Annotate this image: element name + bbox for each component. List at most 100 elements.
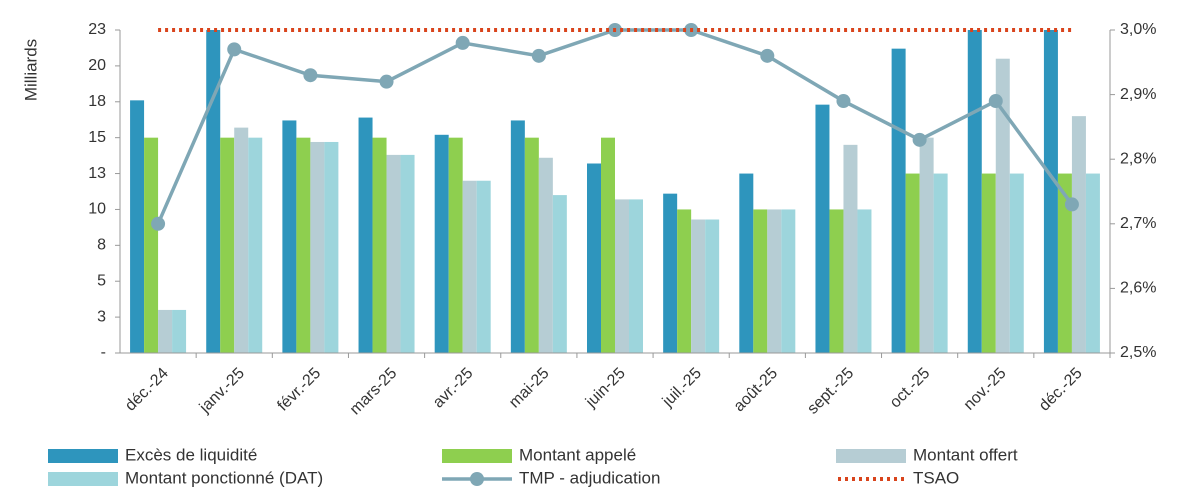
- bar: [144, 137, 159, 353]
- y2-tick-label: 3,0%: [1120, 21, 1156, 38]
- tmp-marker: [760, 48, 775, 63]
- bar: [372, 137, 387, 353]
- bar: [781, 209, 796, 353]
- bar: [248, 137, 263, 353]
- bar: [891, 48, 906, 353]
- y-tick-label: 18: [88, 93, 106, 110]
- legend-label: Montant offert: [913, 445, 1018, 464]
- x-tick-label: août-25: [731, 365, 781, 415]
- tmp-marker: [455, 35, 470, 50]
- y-tick-label: 5: [97, 272, 106, 289]
- tmp-marker: [303, 68, 318, 83]
- bar: [587, 163, 601, 353]
- bar: [1085, 173, 1100, 353]
- bar: [1043, 30, 1058, 353]
- bar: [358, 117, 373, 353]
- x-tick-label: déc.-25: [1036, 365, 1086, 415]
- bar: [753, 209, 768, 353]
- bar: [981, 173, 996, 353]
- bar: [857, 209, 872, 353]
- y2-tick-label: 2,5%: [1120, 344, 1156, 361]
- plot-area: [130, 30, 1100, 353]
- x-tick-label: mars-25: [347, 365, 401, 419]
- y-axis-label: Milliards: [21, 39, 40, 101]
- bar: [386, 154, 401, 353]
- y-tick-label: 23: [88, 21, 106, 38]
- tmp-marker: [912, 132, 927, 147]
- bar: [905, 173, 920, 353]
- bar: [400, 154, 415, 353]
- bar: [933, 173, 948, 353]
- y2-tick-label: 2,8%: [1120, 150, 1156, 167]
- legend-label: TMP - adjudication: [519, 468, 660, 487]
- bar: [538, 157, 553, 353]
- bar: [462, 180, 477, 353]
- bar: [552, 195, 567, 353]
- bar: [995, 58, 1010, 353]
- legend-label: TSAO: [913, 468, 959, 487]
- bar: [1071, 116, 1086, 353]
- x-tick-label: sept.-25: [804, 365, 857, 418]
- x-tick-label: juin-25: [582, 365, 629, 412]
- bar: [815, 104, 830, 353]
- bar: [919, 137, 934, 353]
- tmp-marker: [836, 94, 851, 109]
- bar: [829, 209, 844, 353]
- y-tick-label: 15: [88, 129, 106, 146]
- bar: [615, 199, 629, 353]
- x-tick-label: déc.-24: [122, 365, 172, 415]
- legend-swatch: [836, 449, 906, 463]
- legend-label: Montant ponctionné (DAT): [125, 468, 323, 487]
- bar: [677, 209, 692, 353]
- x-tick-label: févr.-25: [274, 365, 324, 415]
- bar: [524, 137, 539, 353]
- bar: [601, 137, 615, 353]
- bar: [310, 141, 325, 353]
- legend-label: Montant appelé: [519, 445, 636, 464]
- tmp-marker: [379, 74, 394, 89]
- bar: [843, 144, 858, 353]
- bar: [158, 309, 173, 353]
- bar: [130, 100, 145, 353]
- bar: [434, 134, 449, 353]
- bar: [324, 141, 339, 353]
- x-tick-label: janv.-25: [196, 365, 248, 417]
- y-tick-label: 13: [88, 165, 106, 182]
- bar: [476, 180, 491, 353]
- bar: [234, 127, 249, 353]
- tmp-marker: [1064, 197, 1079, 212]
- x-tick-label: nov.-25: [961, 365, 1010, 414]
- bar: [739, 173, 754, 353]
- bar: [448, 137, 463, 353]
- tmp-marker: [227, 42, 242, 57]
- x-tick-label: oct.-25: [887, 365, 934, 412]
- bar: [767, 209, 782, 353]
- y-tick-label: -: [101, 344, 106, 361]
- bar: [705, 219, 720, 353]
- tmp-marker: [988, 94, 1003, 109]
- legend-swatch: [48, 449, 118, 463]
- bar: [967, 30, 982, 353]
- bar: [691, 219, 706, 353]
- bar: [1057, 173, 1072, 353]
- legend-label: Excès de liquidité: [125, 445, 257, 464]
- x-tick-label: avr.-25: [430, 365, 477, 412]
- bar: [282, 120, 297, 353]
- x-tick-label: mai-25: [506, 365, 553, 412]
- x-tick-label: juil.-25: [659, 365, 705, 411]
- tmp-marker: [151, 216, 166, 231]
- legend-swatch: [470, 472, 484, 486]
- y2-tick-label: 2,7%: [1120, 215, 1156, 232]
- legend-swatch: [442, 449, 512, 463]
- legend-swatch: [48, 472, 118, 486]
- y-tick-label: 10: [88, 201, 106, 218]
- bar: [172, 309, 187, 353]
- bar: [206, 30, 221, 353]
- bar: [1009, 173, 1024, 353]
- y2-tick-label: 2,9%: [1120, 86, 1156, 103]
- y-tick-label: 8: [97, 237, 106, 254]
- bar: [220, 137, 235, 353]
- bar: [663, 193, 678, 353]
- bar: [629, 199, 643, 353]
